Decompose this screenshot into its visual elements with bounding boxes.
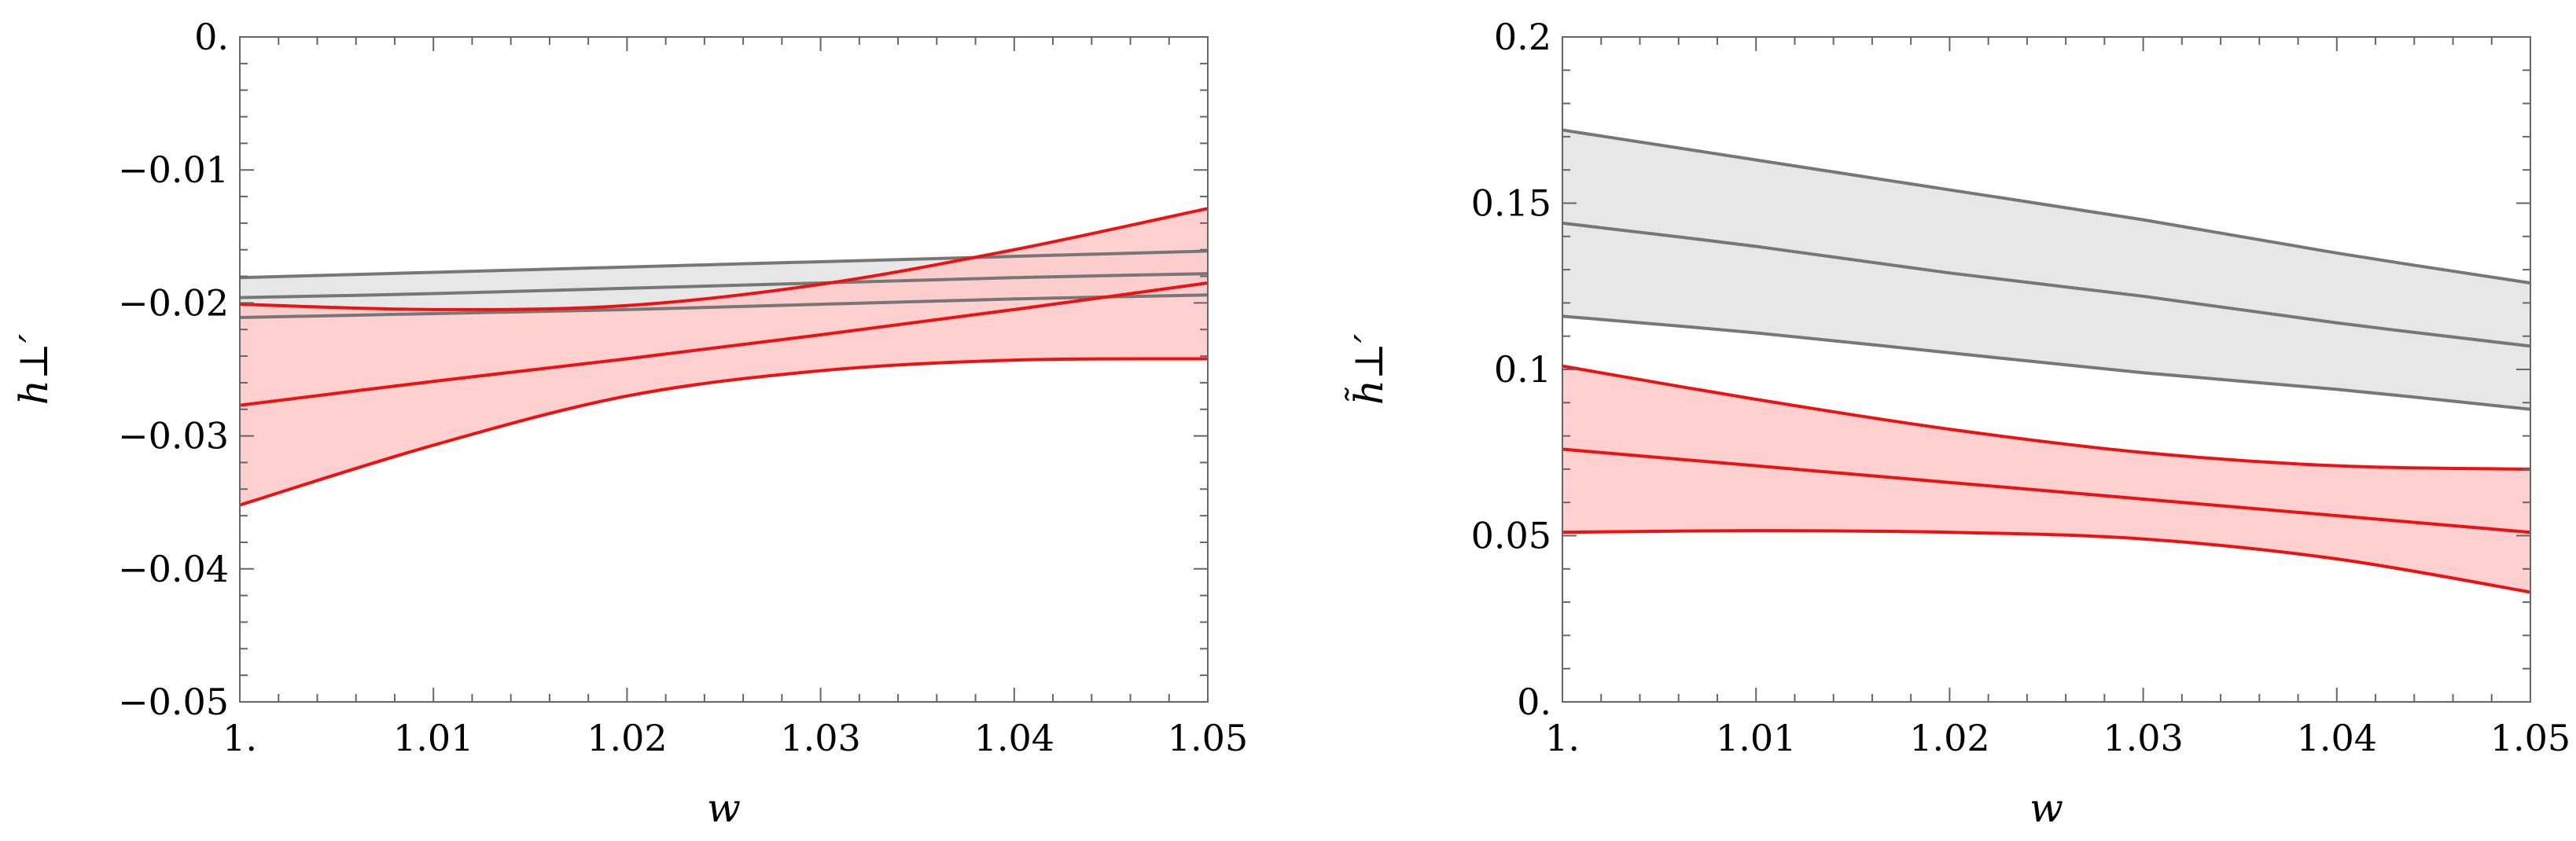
red-band-lower-line	[239, 357, 1209, 507]
x-tick-label: 1.02	[587, 717, 667, 759]
y-tick-label: −0.05	[118, 681, 229, 723]
y-tick-label: 0.	[194, 16, 229, 58]
y-tick-label: 0.15	[1471, 182, 1551, 225]
gray-band-fill	[1562, 130, 2530, 409]
gray-band-upper-line	[1562, 128, 2531, 285]
gray-band-lower-line	[1562, 314, 2531, 411]
x-tick-label: 1.01	[1716, 717, 1796, 759]
plot-frame	[239, 36, 1209, 703]
x-tick-label: 1.05	[2490, 717, 2570, 759]
red-band-central-line	[239, 281, 1209, 407]
x-tick-label: 1.03	[2103, 717, 2183, 759]
right-chart-panel: 1. 1.01 1.02 1.03 1.04 1.05 0. 0.05 0.1 0.15 0.2 w h…	[1344, 16, 2570, 831]
y-tick-label: −0.02	[118, 281, 229, 324]
y-tick-label: 0.2	[1494, 16, 1551, 58]
x-tick-label: 1.	[1545, 717, 1580, 759]
y-tick-label: −0.04	[118, 548, 229, 590]
x-axis-label: w	[707, 785, 741, 831]
gray-band-central-line	[239, 272, 1209, 299]
x-tick-label: 1.03	[780, 717, 860, 759]
left-chart-panel: 1. 1.01 1.02 1.03 1.04 1.05 −0.05 −0.04 −0.03 −0.…	[11, 16, 1248, 831]
x-tick-label: 1.	[223, 717, 257, 759]
gray-band-lower-line	[239, 293, 1209, 320]
y-axis-label: h̃⊥′	[1344, 333, 1392, 405]
y-tick-label: 0.05	[1471, 515, 1551, 557]
x-tick-label: 1.02	[1909, 717, 1989, 759]
x-tick-label: 1.01	[393, 717, 473, 759]
y-tick-label: −0.03	[118, 415, 229, 457]
red-band-upper-line	[239, 207, 1209, 311]
gray-band-upper-line	[239, 249, 1209, 280]
x-tick-label: 1.05	[1168, 717, 1248, 759]
red-band-upper-line	[1562, 364, 2531, 471]
red-band-central-line	[1562, 447, 2531, 534]
y-axis-label: h⊥′	[11, 333, 57, 405]
gray-band-central-line	[1562, 221, 2531, 348]
red-band-lower-line	[1562, 529, 2531, 594]
red-band-fill	[1562, 365, 2530, 593]
y-tick-label: 0.1	[1494, 348, 1551, 391]
x-axis-label: w	[2030, 785, 2063, 831]
x-tick-label: 1.04	[974, 717, 1054, 759]
y-tick-label: −0.01	[118, 149, 229, 191]
y-tick-label: 0.	[1517, 681, 1551, 723]
x-tick-label: 1.04	[2297, 717, 2377, 759]
